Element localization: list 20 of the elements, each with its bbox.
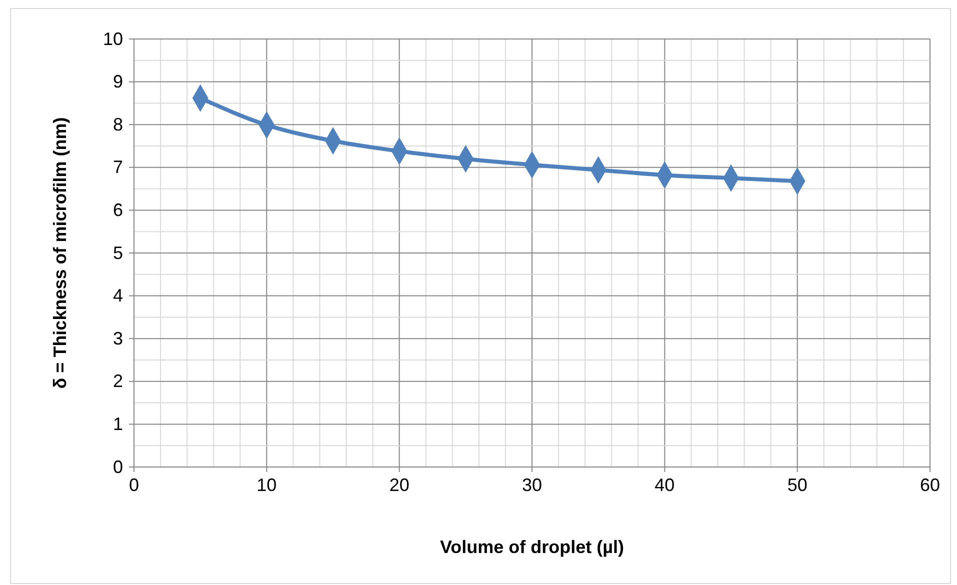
- y-tick-label: 10: [102, 28, 123, 49]
- y-tick-label: 0: [112, 456, 123, 477]
- y-axis-title: δ = Thickness of microfilm (nm): [50, 117, 70, 389]
- y-tick-label: 2: [112, 371, 123, 392]
- x-tick-label: 30: [522, 474, 542, 495]
- y-tick-label: 8: [112, 114, 123, 134]
- y-tick-label: 9: [112, 72, 123, 92]
- y-tick-label: 1: [112, 414, 123, 434]
- x-tick-label: 50: [787, 474, 808, 495]
- x-tick-label: 20: [389, 474, 410, 495]
- x-tick-label: 10: [256, 474, 277, 495]
- x-axis-title: Volume of droplet (µl): [440, 537, 624, 557]
- x-tick-label: 0: [128, 474, 140, 495]
- y-tick-label: 4: [112, 286, 123, 306]
- y-tick-label: 6: [112, 200, 123, 220]
- x-tick-label: 40: [654, 474, 675, 495]
- y-tick-label: 3: [112, 328, 123, 348]
- x-tick-label: 60: [920, 474, 940, 495]
- y-tick-label: 7: [112, 157, 123, 178]
- y-tick-label: 5: [112, 242, 123, 263]
